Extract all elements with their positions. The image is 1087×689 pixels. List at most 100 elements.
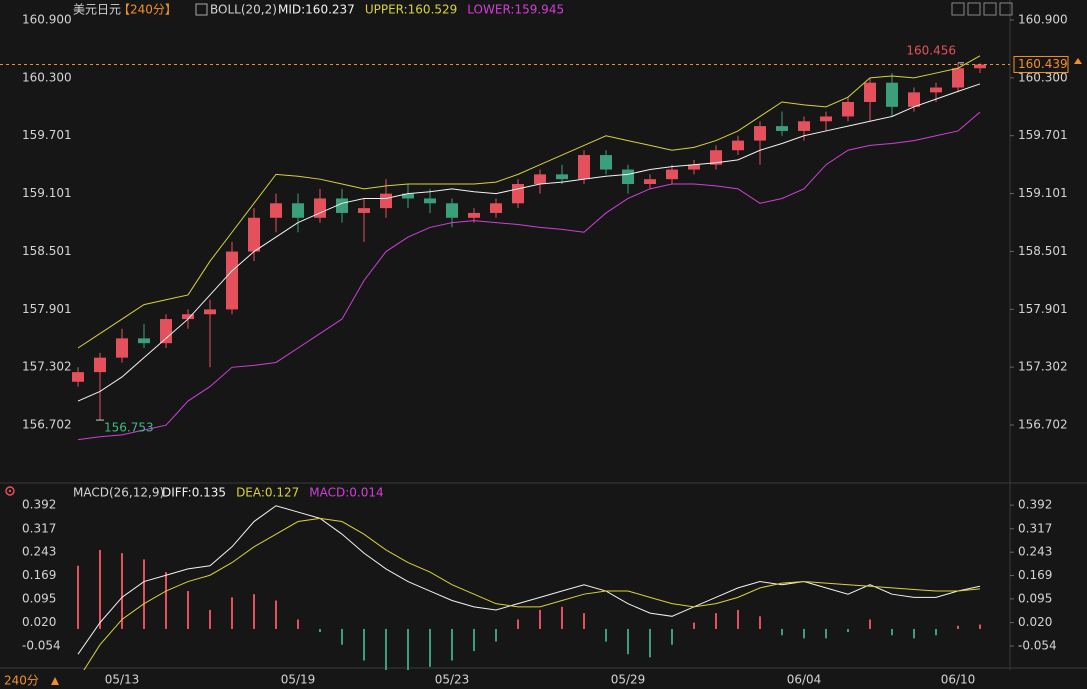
candle-body: [446, 203, 458, 218]
candle-body: [336, 198, 348, 213]
period[interactable]: 【240分】: [118, 3, 177, 17]
candle-body: [864, 82, 876, 103]
candle-body: [182, 314, 194, 320]
candle-body: [776, 126, 788, 131]
candle-body: [710, 150, 722, 165]
x-tick-label: 05/23: [435, 673, 470, 687]
candle-body: [512, 184, 524, 204]
indicator-line: [83, 517, 981, 670]
y-tick-label-right: 160.300: [1018, 70, 1068, 84]
candle-body: [688, 164, 700, 170]
candle-body: [952, 68, 964, 88]
y-tick-label-right: 0.095: [1018, 591, 1052, 605]
y-tick-label-right: 0.243: [1018, 545, 1052, 559]
y-tick-label-right: 159.701: [1018, 128, 1068, 142]
last-price-box: [1013, 55, 1069, 73]
indicator-icon-dot: [8, 489, 12, 493]
y-tick-label: 160.300: [22, 70, 72, 84]
indicator-line: [77, 111, 981, 441]
y-tick-label-right: 157.901: [1018, 302, 1068, 316]
candle-body: [138, 338, 150, 344]
candle-body: [380, 193, 392, 209]
indicator-line: [77, 83, 981, 402]
price-arrow: [1074, 58, 1082, 64]
candle-body: [424, 198, 436, 204]
y-tick-label: 0.095: [22, 591, 56, 605]
period-arrow[interactable]: [51, 677, 59, 685]
plot-area: [72, 55, 986, 441]
y-tick-label: 159.701: [22, 128, 72, 142]
y-tick-label-right: 158.501: [1018, 244, 1068, 258]
candle-body: [666, 169, 678, 180]
candle-body: [974, 64, 986, 69]
x-tick-label: 05/29: [611, 673, 646, 687]
tool-button[interactable]: [967, 2, 981, 16]
candle-body: [160, 319, 172, 344]
candle-body: [886, 82, 898, 107]
tool-button[interactable]: [999, 2, 1013, 16]
y-tick-label: 157.302: [22, 360, 72, 374]
candle-body: [622, 169, 634, 185]
x-tick-label: 06/10: [941, 673, 976, 687]
high-annotation: 160.456: [906, 43, 956, 57]
macd-title: MACD(26,12,9): [73, 486, 164, 500]
legend-entry: MACD:0.014: [309, 486, 383, 500]
legend-entry: LOWER:159.945: [467, 3, 564, 17]
candle-body: [600, 155, 612, 170]
indicator-line: [77, 55, 981, 349]
y-tick-label-right: 0.020: [1018, 615, 1052, 629]
legend-entry: UPPER:160.529: [365, 3, 457, 17]
indicator-icon[interactable]: [195, 3, 208, 16]
y-tick-label: 0.020: [22, 615, 56, 629]
candle-body: [534, 174, 546, 185]
period-footer[interactable]: 240分: [4, 674, 39, 688]
low-annotation: 156.753: [104, 421, 154, 435]
tool-button[interactable]: [951, 2, 965, 16]
tool-button[interactable]: [983, 2, 997, 16]
candle-body: [754, 126, 766, 141]
candle-body: [358, 208, 370, 213]
y-tick-label: 0.392: [22, 498, 56, 512]
candle-body: [402, 193, 414, 199]
candle-body: [248, 217, 260, 252]
candle-body: [94, 357, 106, 373]
candle-body: [468, 212, 480, 218]
candle-body: [930, 87, 942, 93]
candle-body: [270, 203, 282, 218]
candle-body: [578, 155, 590, 180]
toolbar[interactable]: [951, 2, 1013, 16]
indicator-icon[interactable]: [5, 486, 15, 496]
y-tick-label-right: 0.169: [1018, 568, 1052, 582]
y-tick-label: 160.900: [22, 13, 72, 27]
candle-body: [732, 140, 744, 151]
legend-entry: MID:160.237: [278, 3, 355, 17]
candle-body: [798, 121, 810, 131]
x-tick-label: 06/04: [787, 673, 822, 687]
plot-area: [77, 505, 981, 670]
last-price-label: 160.439: [1018, 57, 1068, 71]
y-tick-label-right: 160.900: [1018, 13, 1068, 27]
y-tick-label-right: 157.302: [1018, 360, 1068, 374]
legend-entry: DIFF:0.135: [162, 486, 226, 500]
y-tick-label-right: 0.392: [1018, 498, 1052, 512]
y-tick-label: 0.169: [22, 568, 56, 582]
y-tick-label: 0.243: [22, 545, 56, 559]
y-tick-label-right: 159.101: [1018, 186, 1068, 200]
y-tick-label: 159.101: [22, 186, 72, 200]
candle-body: [204, 309, 216, 315]
indicator-name: BOLL(20,2): [210, 3, 277, 17]
candle-body: [72, 372, 84, 382]
symbol-title: 美元日元: [73, 3, 121, 17]
y-tick-label: 156.702: [22, 417, 72, 431]
y-tick-label: 0.317: [22, 521, 56, 535]
candle-body: [226, 251, 238, 310]
y-tick-label: 158.501: [22, 244, 72, 258]
indicator-line: [77, 505, 981, 655]
candle-body: [842, 102, 854, 117]
y-tick-label: 157.901: [22, 302, 72, 316]
candle-body: [556, 174, 568, 180]
legend-entry: DEA:0.127: [236, 486, 299, 500]
